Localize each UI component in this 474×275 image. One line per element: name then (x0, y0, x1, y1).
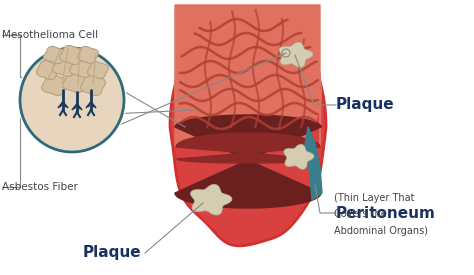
Polygon shape (42, 75, 68, 95)
Polygon shape (63, 73, 87, 92)
Circle shape (18, 46, 126, 154)
Text: Asbestos Fiber: Asbestos Fiber (2, 182, 78, 192)
Polygon shape (191, 184, 232, 215)
Text: Peritoneum: Peritoneum (336, 205, 436, 221)
Polygon shape (170, 9, 326, 246)
Polygon shape (36, 60, 59, 79)
Text: Mesothelioma Cell: Mesothelioma Cell (2, 30, 98, 40)
Text: Plaque: Plaque (82, 246, 141, 260)
Polygon shape (88, 61, 109, 79)
Polygon shape (53, 57, 77, 76)
Polygon shape (176, 133, 320, 163)
Circle shape (20, 48, 124, 152)
Polygon shape (60, 45, 84, 65)
Text: Plaque: Plaque (336, 98, 395, 112)
Polygon shape (44, 46, 66, 64)
Text: (Thin Layer That
Covers the
Abdominal Organs): (Thin Layer That Covers the Abdominal Or… (334, 193, 428, 236)
Polygon shape (279, 42, 313, 67)
Polygon shape (175, 5, 321, 147)
Polygon shape (78, 46, 99, 64)
Polygon shape (305, 127, 322, 200)
Polygon shape (175, 115, 321, 208)
Polygon shape (284, 144, 314, 169)
Polygon shape (81, 75, 105, 95)
Polygon shape (70, 59, 94, 78)
Polygon shape (163, 0, 333, 257)
